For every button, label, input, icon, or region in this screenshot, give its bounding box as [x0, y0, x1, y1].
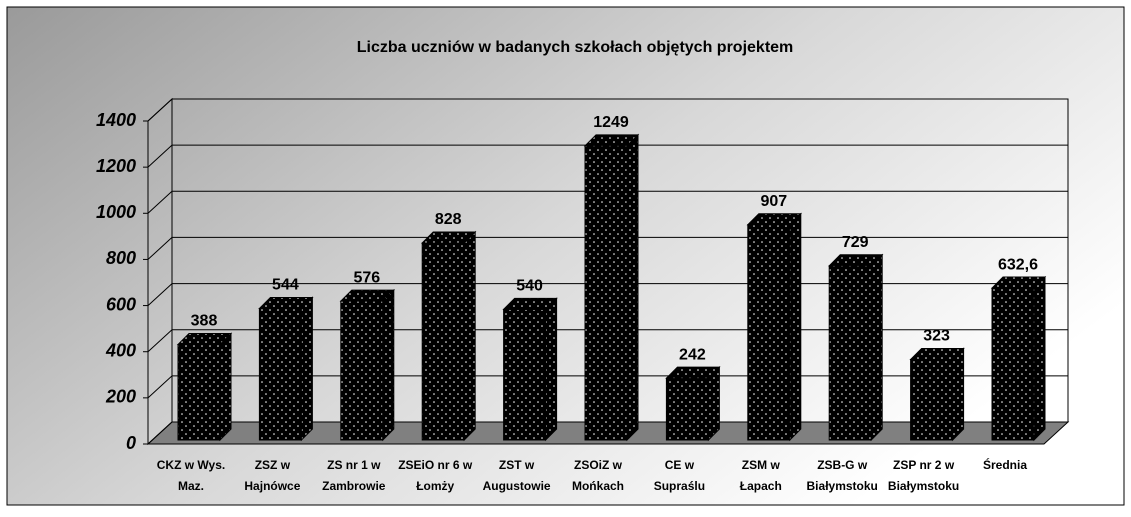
bar-side [1033, 275, 1046, 442]
bar [583, 133, 640, 442]
bar-front [503, 308, 547, 441]
x-tick-label: ZSP nr 2 w [893, 458, 955, 472]
x-tick-label: ZSEiO nr 6 w [398, 458, 473, 472]
value-label: 632,6 [998, 256, 1038, 273]
bar-top [258, 296, 314, 309]
bar-front [340, 300, 384, 441]
bar [176, 332, 233, 442]
bar [746, 212, 803, 442]
bar-side [870, 253, 883, 442]
value-label: 576 [353, 269, 380, 286]
y-tick-label: 200 [105, 387, 136, 407]
bar-top [665, 366, 721, 379]
bar-front [665, 377, 709, 441]
y-tick-label: 800 [106, 248, 136, 268]
bar-front [584, 145, 628, 441]
bar [665, 365, 721, 442]
bar-front [421, 242, 465, 441]
bar-side [789, 212, 802, 442]
grid-line [147, 190, 1068, 214]
bar-front [910, 358, 954, 441]
y-tick-label: 0 [126, 433, 136, 453]
bar [909, 347, 965, 442]
chart-title: Liczba uczniów w badanych szkołach objęt… [357, 39, 794, 56]
bar-top [583, 134, 640, 147]
x-tick-label: Białymstoku [807, 479, 878, 493]
bar-top [746, 213, 803, 226]
bar-top [827, 254, 884, 267]
x-tick-label: Maz. [178, 479, 204, 493]
bar-front [991, 287, 1035, 441]
bar-side [219, 332, 232, 442]
x-tick-label: ZSB-G w [817, 458, 868, 472]
x-tick-label: Augustowie [483, 479, 551, 493]
bar [990, 275, 1047, 442]
bar-side [952, 347, 965, 442]
x-tick-label: Łapach [740, 479, 782, 493]
grid-line [147, 98, 1068, 122]
y-tick-label: 400 [105, 340, 136, 360]
bar-front [177, 343, 221, 441]
bar-side [463, 230, 476, 442]
bar [258, 296, 314, 442]
x-tick-label: ZST w [499, 458, 535, 472]
value-label: 544 [272, 277, 299, 294]
bar-top [420, 231, 477, 244]
bar-side [545, 297, 558, 442]
bar-top [176, 332, 233, 345]
bar-top [502, 297, 558, 310]
value-label: 540 [516, 278, 543, 295]
x-tick-label: Mońkach [572, 479, 624, 493]
x-tick-label: Zambrowie [322, 479, 386, 493]
y-tick-label: 600 [106, 294, 136, 314]
bar-front [258, 307, 302, 441]
value-label: 907 [760, 193, 787, 210]
value-label: 1249 [593, 114, 629, 131]
x-tick-label: Supraślu [654, 479, 705, 493]
value-label: 388 [191, 313, 218, 330]
bar [502, 297, 558, 442]
value-label: 323 [923, 328, 950, 345]
bar-side [707, 365, 720, 442]
x-tick-label: Białymstoku [888, 479, 959, 493]
bar-side [382, 288, 395, 442]
bar-top [990, 276, 1047, 289]
bar-top [909, 347, 965, 360]
bar-front [747, 224, 791, 441]
x-tick-label: Hajnówce [244, 479, 300, 493]
bar [339, 288, 396, 442]
value-label: 242 [679, 346, 706, 363]
bar [827, 253, 884, 442]
value-label: 828 [435, 211, 462, 228]
y-tick-label: 1400 [96, 110, 136, 130]
x-tick-label: Średnia [983, 457, 1027, 472]
x-tick-label: CKZ w Wys. [157, 458, 225, 472]
x-tick-label: ZSM w [742, 458, 781, 472]
bar-side [300, 296, 313, 442]
y-tick-label: 1000 [96, 202, 136, 222]
value-label: 729 [842, 234, 869, 251]
bar-top [339, 289, 396, 302]
x-tick-label: ZSZ w [255, 458, 291, 472]
grid-line [147, 144, 1068, 168]
x-tick-label: CE w [665, 458, 695, 472]
x-tick-label: Łomży [416, 479, 454, 493]
x-tick-label: ZSOiZ w [574, 458, 623, 472]
bar [420, 230, 477, 442]
x-tick-label: ZS nr 1 w [327, 458, 381, 472]
bar-front [828, 265, 872, 441]
bar-side [626, 133, 639, 442]
y-tick-label: 1200 [96, 156, 136, 176]
